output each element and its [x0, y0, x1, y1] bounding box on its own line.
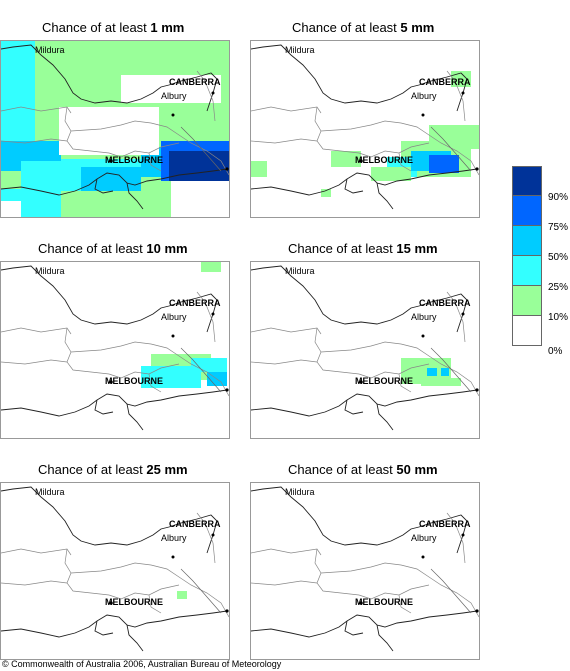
panel-title-15mm: Chance of at least 15 mm [288, 241, 438, 256]
canberra-label: CANBERRA [419, 519, 471, 529]
panel-title-1mm: Chance of at least 1 mm [42, 20, 185, 35]
legend-label-0: 0% [548, 346, 563, 357]
map-panel-5mm: Mildura Albury CANBERRA MELBOURNE [250, 40, 480, 218]
map-panel-1mm: Mildura Albury CANBERRA MELBOURNE [0, 40, 230, 218]
victoria-map: Mildura Albury CANBERRA MELBOURNE [251, 44, 479, 210]
melbourne-label: MELBOURNE [105, 376, 163, 386]
legend-swatch-75 [512, 196, 542, 226]
canberra-label: CANBERRA [419, 77, 471, 87]
map-panel-25mm: Mildura Albury CANBERRA MELBOURNE [0, 482, 230, 660]
map-panel-50mm: Mildura Albury CANBERRA MELBOURNE [250, 482, 480, 660]
legend-swatch-25 [512, 256, 542, 286]
panel-title-10mm: Chance of at least 10 mm [38, 241, 188, 256]
legend-swatch-50 [512, 226, 542, 256]
legend-label-50: 50% [548, 252, 569, 263]
melbourne-label: MELBOURNE [105, 597, 163, 607]
map-panel-10mm: Mildura Albury CANBERRA MELBOURNE [0, 261, 230, 439]
legend-swatch-0 [512, 316, 542, 346]
melbourne-label: MELBOURNE [355, 376, 413, 386]
legend-label-10: 10% [548, 312, 569, 323]
melbourne-label: MELBOURNE [105, 155, 163, 165]
albury-label: Albury [161, 533, 187, 543]
legend-label-75: 75% [548, 222, 569, 233]
mildura-label: Mildura [35, 45, 65, 55]
albury-label: Albury [161, 312, 187, 322]
albury-label: Albury [411, 533, 437, 543]
victoria-map: Mildura Albury CANBERRA MELBOURNE [251, 486, 479, 652]
legend-label-25: 25% [548, 282, 569, 293]
victoria-map: Mildura Albury CANBERRA MELBOURNE [251, 265, 479, 431]
panel-title-25mm: Chance of at least 25 mm [38, 462, 188, 477]
victoria-map: Mildura Albury CANBERRA MELBOURNE [1, 486, 229, 652]
legend-swatch-90 [512, 166, 542, 196]
panel-title-50mm: Chance of at least 50 mm [288, 462, 438, 477]
albury-label: Albury [161, 91, 187, 101]
legend-label-90: 90% [548, 192, 569, 203]
albury-label: Albury [411, 312, 437, 322]
mildura-label: Mildura [35, 266, 65, 276]
mildura-label: Mildura [285, 487, 315, 497]
mildura-label: Mildura [285, 266, 315, 276]
canberra-label: CANBERRA [169, 77, 221, 87]
mildura-label: Mildura [285, 45, 315, 55]
victoria-map: Mildura Albury CANBERRA MELBOURNE [1, 41, 229, 217]
victoria-map: Mildura Albury CANBERRA MELBOURNE [1, 262, 229, 431]
legend-swatch-10 [512, 286, 542, 316]
copyright-credit: © Commonwealth of Australia 2006, Austra… [2, 659, 282, 669]
canberra-label: CANBERRA [169, 298, 221, 308]
map-panel-15mm: Mildura Albury CANBERRA MELBOURNE [250, 261, 480, 439]
mildura-label: Mildura [35, 487, 65, 497]
melbourne-label: MELBOURNE [355, 597, 413, 607]
albury-label: Albury [411, 91, 437, 101]
canberra-label: CANBERRA [169, 519, 221, 529]
probability-legend: 90% 75% 50% 25% 10% 0% [512, 166, 568, 357]
canberra-label: CANBERRA [419, 298, 471, 308]
panel-title-5mm: Chance of at least 5 mm [292, 20, 435, 35]
melbourne-label: MELBOURNE [355, 155, 413, 165]
